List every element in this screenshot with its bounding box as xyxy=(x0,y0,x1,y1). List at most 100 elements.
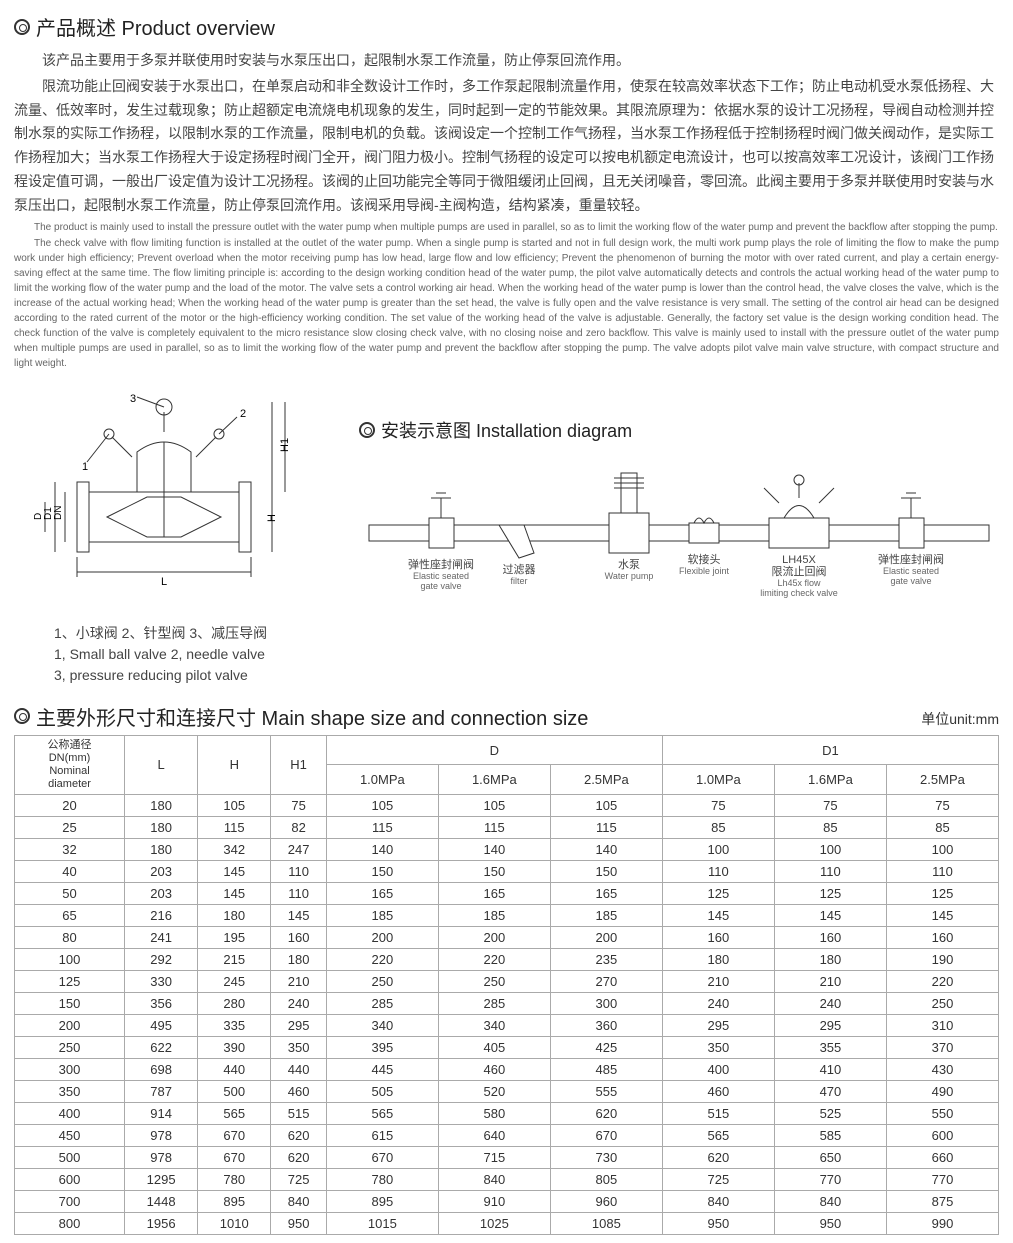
table-cell: 100 xyxy=(662,839,774,861)
table-cell: 245 xyxy=(198,971,271,993)
table-cell: 780 xyxy=(198,1169,271,1191)
table-cell: 210 xyxy=(271,971,327,993)
table-cell: 165 xyxy=(550,883,662,905)
table-cell: 615 xyxy=(326,1125,438,1147)
table-cell: 440 xyxy=(198,1059,271,1081)
table-cell: 150 xyxy=(438,861,550,883)
table-cell: 960 xyxy=(550,1191,662,1213)
table-cell: 840 xyxy=(438,1169,550,1191)
table-cell: 110 xyxy=(662,861,774,883)
table-cell: 250 xyxy=(326,971,438,993)
dia-lbl-L: L xyxy=(161,576,167,588)
overview-cn2: 限流功能止回阀安装于水泵出口，在单泵启动和非全数设计工作时，多工作泵起限制流量作… xyxy=(14,75,999,218)
table-cell: 210 xyxy=(774,971,886,993)
table-cell: 950 xyxy=(662,1213,774,1235)
table-cell: 125 xyxy=(886,883,998,905)
table-cell: 1956 xyxy=(125,1213,198,1235)
table-row: 200495335295340340360295295310 xyxy=(15,1015,999,1037)
dia-caption-en1: 1, Small ball valve 2, needle valve xyxy=(54,644,329,665)
table-cell: 990 xyxy=(886,1213,998,1235)
table-row: 350787500460505520555460470490 xyxy=(15,1081,999,1103)
table-cell: 310 xyxy=(886,1015,998,1037)
table-cell: 110 xyxy=(774,861,886,883)
table-cell: 1015 xyxy=(326,1213,438,1235)
table-cell: 410 xyxy=(774,1059,886,1081)
table-cell: 185 xyxy=(438,905,550,927)
table-cell: 600 xyxy=(886,1125,998,1147)
table-cell: 400 xyxy=(662,1059,774,1081)
th-D: D xyxy=(326,735,662,765)
table-cell: 160 xyxy=(662,927,774,949)
il-gate2-en2: gate valve xyxy=(890,576,931,586)
table-cell: 565 xyxy=(198,1103,271,1125)
table-cell: 950 xyxy=(271,1213,327,1235)
dia-lbl-1: 1 xyxy=(82,461,88,473)
il-gate1-cn: 弹性座封闸阀 xyxy=(408,557,474,571)
table-cell: 160 xyxy=(271,927,327,949)
table-row: 80019561010950101510251085950950990 xyxy=(15,1213,999,1235)
table-title-text: 主要外形尺寸和连接尺寸 Main shape size and connecti… xyxy=(36,702,588,731)
il-flex-en: Flexible joint xyxy=(679,566,730,576)
table-cell: 247 xyxy=(271,839,327,861)
table-cell: 505 xyxy=(326,1081,438,1103)
table-cell: 445 xyxy=(326,1059,438,1081)
table-cell: 350 xyxy=(15,1081,125,1103)
table-cell: 770 xyxy=(774,1169,886,1191)
table-cell: 405 xyxy=(438,1037,550,1059)
table-cell: 25 xyxy=(15,817,125,839)
table-cell: 145 xyxy=(271,905,327,927)
table-cell: 150 xyxy=(550,861,662,883)
table-cell: 125 xyxy=(15,971,125,993)
dia-lbl-3: 3 xyxy=(130,393,136,405)
table-cell: 125 xyxy=(774,883,886,905)
overview-title-text: 产品概述 Product overview xyxy=(36,12,275,41)
il-gate1-en2: gate valve xyxy=(420,581,461,591)
table-cell: 330 xyxy=(125,971,198,993)
table-cell: 440 xyxy=(271,1059,327,1081)
table-cell: 450 xyxy=(15,1125,125,1147)
table-row: 125330245210250250270210210220 xyxy=(15,971,999,993)
table-cell: 250 xyxy=(886,993,998,1015)
table-cell: 950 xyxy=(774,1213,886,1235)
dia-caption-cn: 1、小球阀 2、针型阀 3、减压导阀 xyxy=(54,623,329,644)
table-row: 7001448895840895910960840840875 xyxy=(15,1191,999,1213)
table-cell: 585 xyxy=(774,1125,886,1147)
table-row: 65216180145185185185145145145 xyxy=(15,905,999,927)
table-cell: 220 xyxy=(326,949,438,971)
ring-icon xyxy=(14,708,30,724)
table-cell: 787 xyxy=(125,1081,198,1103)
table-cell: 660 xyxy=(886,1147,998,1169)
table-cell: 1448 xyxy=(125,1191,198,1213)
table-cell: 460 xyxy=(271,1081,327,1103)
dia-lbl-D1: D1 xyxy=(43,506,54,519)
table-cell: 460 xyxy=(438,1059,550,1081)
table-cell: 914 xyxy=(125,1103,198,1125)
install-diagram: 弹性座封闸阀 Elastic seated gate valve 过滤器 fil… xyxy=(359,453,999,603)
table-cell: 295 xyxy=(271,1015,327,1037)
table-cell: 145 xyxy=(886,905,998,927)
il-lh-cn2: 限流止回阀 xyxy=(772,564,827,578)
table-cell: 300 xyxy=(550,993,662,1015)
th-dn: 公称通径 DN(mm) Nominal diameter xyxy=(15,735,125,795)
table-cell: 115 xyxy=(550,817,662,839)
table-row: 450978670620615640670565585600 xyxy=(15,1125,999,1147)
table-cell: 370 xyxy=(886,1037,998,1059)
table-cell: 180 xyxy=(662,949,774,971)
table-cell: 1085 xyxy=(550,1213,662,1235)
table-cell: 670 xyxy=(326,1147,438,1169)
il-gate1-en: Elastic seated xyxy=(413,571,469,581)
table-cell: 241 xyxy=(125,927,198,949)
table-cell: 203 xyxy=(125,883,198,905)
table-cell: 805 xyxy=(550,1169,662,1191)
th-d1-10: 1.0MPa xyxy=(662,765,774,795)
th-d-25: 2.5MPa xyxy=(550,765,662,795)
table-cell: 350 xyxy=(662,1037,774,1059)
table-row: 400914565515565580620515525550 xyxy=(15,1103,999,1125)
th-H1: H1 xyxy=(271,735,327,795)
ring-icon xyxy=(359,422,375,438)
table-title: 主要外形尺寸和连接尺寸 Main shape size and connecti… xyxy=(14,702,588,731)
table-cell: 80 xyxy=(15,927,125,949)
overview-en2: The check valve with flow limiting funct… xyxy=(14,236,999,371)
table-cell: 580 xyxy=(438,1103,550,1125)
table-cell: 515 xyxy=(662,1103,774,1125)
